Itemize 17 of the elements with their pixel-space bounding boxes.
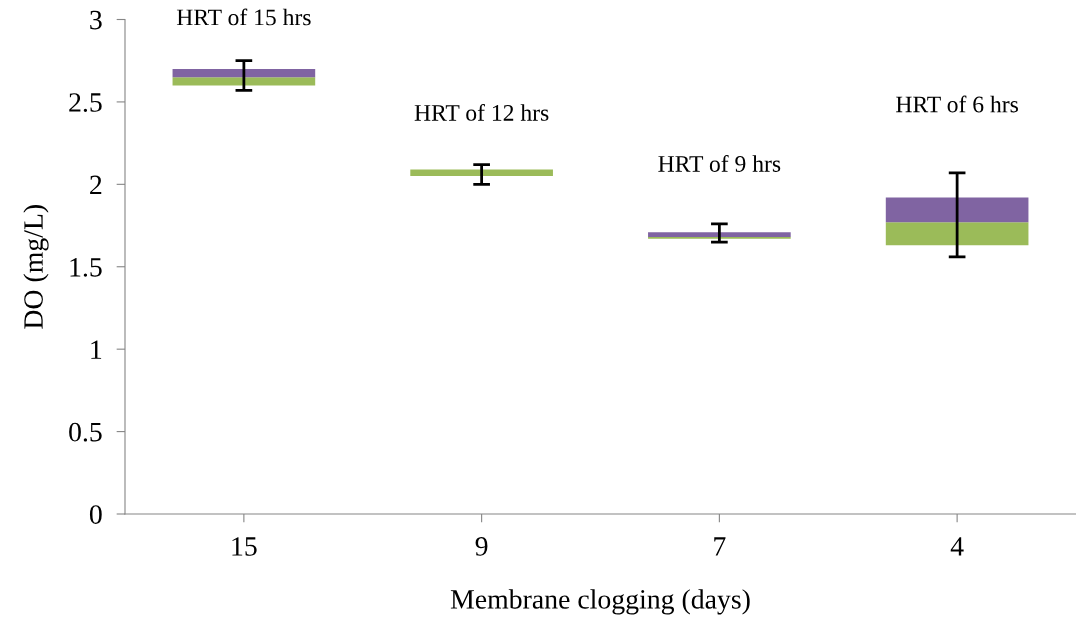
y-axis-title: DO (mg/L): [23, 205, 49, 329]
annotation: HRT of 15 hrs: [176, 8, 311, 26]
y-tick-label: 1: [91, 340, 102, 359]
y-tick-label: 1.5: [70, 258, 102, 277]
y-tick-label: 0.5: [69, 422, 102, 442]
x-tick-label: 7: [714, 537, 726, 556]
annotation: HRT of 12 hrs: [414, 104, 549, 121]
x-tick-label: 15: [232, 537, 257, 556]
y-tick-label: 2.5: [69, 93, 102, 112]
x-axis-title: Membrane clogging (days): [450, 589, 750, 615]
x-tick-label: 4: [950, 537, 964, 556]
annotation: HRT of 6 hrs: [896, 95, 1018, 113]
x-tick-label: 9: [475, 537, 488, 556]
y-tick-label: 0: [89, 505, 102, 524]
annotation: HRT of 9 hrs: [658, 155, 781, 172]
y-tick-label: 2: [90, 175, 102, 194]
y-tick-label: 3: [90, 10, 102, 30]
